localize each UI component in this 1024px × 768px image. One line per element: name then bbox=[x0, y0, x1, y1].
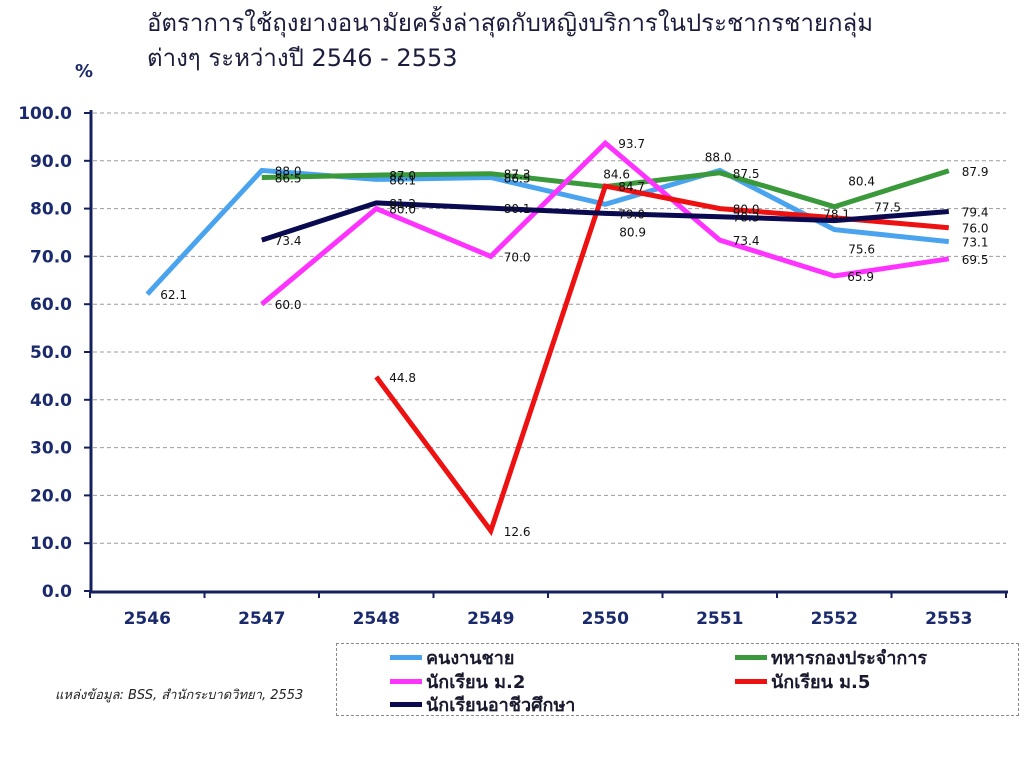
x-tick-label: 2546 bbox=[124, 609, 171, 629]
data-label: 80.0 bbox=[733, 203, 760, 217]
legend-item: นักเรียนอาชีวศึกษา bbox=[390, 692, 575, 716]
x-tick-label: 2551 bbox=[696, 609, 743, 629]
legend-label: ทหารกองประจำการ bbox=[771, 647, 928, 669]
legend-swatch bbox=[390, 701, 422, 707]
x-tick-label: 2550 bbox=[582, 609, 629, 629]
data-label: 62.1 bbox=[160, 288, 187, 302]
y-tick-label: 100.0 bbox=[18, 104, 72, 124]
y-tick-label: 80.0 bbox=[30, 200, 72, 220]
data-label: 79.0 bbox=[618, 207, 645, 221]
legend-label: คนงานชาย bbox=[426, 647, 515, 669]
legend-label: นักเรียนอาชีวศึกษา bbox=[426, 694, 576, 716]
data-label: 44.8 bbox=[389, 371, 416, 385]
data-label: 84.6 bbox=[603, 168, 630, 182]
x-tick-label: 2553 bbox=[925, 609, 972, 629]
data-label: 87.3 bbox=[504, 168, 531, 182]
data-label: 80.4 bbox=[848, 175, 875, 189]
source-note: แหล่งข้อมูล: BSS, สำนักระบาดวิทยา, 2553 bbox=[55, 688, 304, 703]
data-label: 69.5 bbox=[962, 253, 989, 267]
data-label: 87.9 bbox=[962, 165, 989, 179]
x-tick-label: 2549 bbox=[467, 609, 514, 629]
data-label: 73.4 bbox=[275, 234, 302, 248]
legend-swatch bbox=[390, 678, 422, 684]
y-axis-title: % bbox=[75, 61, 94, 82]
y-tick-label: 50.0 bbox=[30, 343, 72, 363]
x-tick-label: 2548 bbox=[353, 609, 400, 629]
legend-item: นักเรียน ม.2 bbox=[390, 669, 525, 693]
data-label: 86.1 bbox=[389, 173, 416, 187]
y-tick-label: 60.0 bbox=[30, 295, 72, 315]
data-label: 84.7 bbox=[618, 180, 645, 194]
y-tick-label: 70.0 bbox=[30, 247, 72, 267]
data-label: 76.0 bbox=[962, 222, 989, 236]
data-label: 73.4 bbox=[733, 234, 760, 248]
data-label: 88.0 bbox=[705, 150, 732, 164]
series-line-4 bbox=[374, 183, 950, 537]
chart-title: อัตราการใช้ถุงยางอนามัยครั้งล่าสุดกับหญิ… bbox=[147, 9, 874, 72]
data-label: 12.6 bbox=[504, 525, 531, 539]
legend-swatch bbox=[390, 654, 422, 660]
x-tick-label: 2552 bbox=[811, 609, 858, 629]
y-tick-label: 90.0 bbox=[30, 152, 72, 172]
data-label: 80.1 bbox=[504, 202, 531, 216]
data-label: 78.3 bbox=[733, 211, 760, 225]
series-line-5 bbox=[261, 200, 949, 243]
data-label: 86.5 bbox=[275, 172, 302, 186]
data-label: 87.5 bbox=[733, 167, 760, 181]
data-label: 79.4 bbox=[962, 205, 989, 219]
data-label: 88.0 bbox=[275, 164, 302, 178]
data-label: 80.0 bbox=[389, 203, 416, 217]
y-tick-label: 40.0 bbox=[30, 391, 72, 411]
data-label: 70.0 bbox=[504, 250, 531, 264]
line-chart: 0.0 10.0 20.0 30.0 40.0 50.0 60.0 70.0 80.0 90.0 1… bbox=[18, 104, 1008, 629]
legend-swatch bbox=[735, 654, 767, 660]
legend-label: นักเรียน ม.2 bbox=[426, 671, 526, 693]
data-label: 75.6 bbox=[848, 243, 875, 257]
data-label: 80.9 bbox=[619, 225, 646, 239]
data-label: 81.2 bbox=[389, 197, 416, 211]
data-label: 65.9 bbox=[847, 270, 874, 284]
chart-legend: คนงานชาย ทหารกองประจำการ นักเรียน ม.2 นั… bbox=[336, 643, 1019, 716]
y-tick-label: 20.0 bbox=[30, 486, 72, 506]
legend-item: คนงานชาย bbox=[390, 645, 514, 669]
data-label: 77.5 bbox=[874, 201, 901, 215]
series-line-3 bbox=[260, 139, 950, 307]
data-label: 60.0 bbox=[275, 298, 302, 312]
x-tick-label: 2547 bbox=[238, 609, 285, 629]
legend-item: ทหารกองประจำการ bbox=[735, 645, 927, 669]
y-tick-label: 0.0 bbox=[42, 582, 72, 602]
data-label: 93.7 bbox=[618, 137, 645, 151]
legend-item: นักเรียน ม.5 bbox=[735, 669, 870, 693]
data-label: 73.1 bbox=[962, 236, 989, 250]
data-label: 86.5 bbox=[504, 172, 531, 186]
y-tick-label: 30.0 bbox=[30, 439, 72, 459]
y-tick-label: 10.0 bbox=[30, 534, 72, 554]
data-label: 87.0 bbox=[389, 169, 416, 183]
legend-label: นักเรียน ม.5 bbox=[771, 671, 871, 693]
data-label: 78.1 bbox=[823, 208, 850, 222]
legend-swatch bbox=[735, 678, 767, 684]
